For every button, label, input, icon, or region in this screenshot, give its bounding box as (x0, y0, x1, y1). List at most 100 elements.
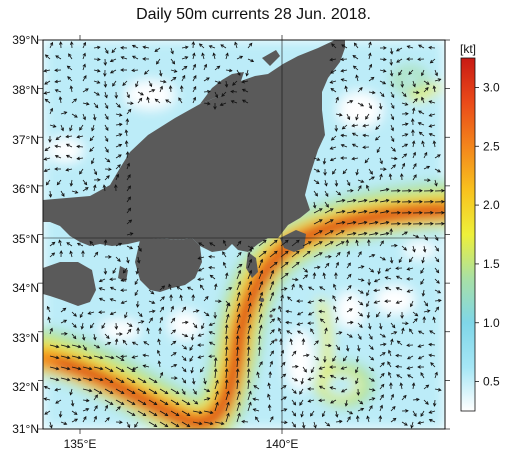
current-arrow (373, 289, 381, 292)
current-arrow-head (77, 366, 82, 371)
current-arrow (82, 388, 92, 392)
current-arrow-head (146, 327, 150, 332)
current-arrow-head (108, 167, 112, 172)
current-arrow (170, 352, 177, 357)
current-arrow (286, 310, 293, 313)
current-arrow (214, 380, 219, 390)
current-arrow-head (430, 222, 434, 226)
current-arrow (181, 344, 187, 350)
current-arrow (115, 123, 122, 126)
current-arrow-head (374, 209, 379, 214)
current-arrow-head (368, 52, 372, 57)
current-arrow (343, 355, 348, 362)
current-arrow (155, 98, 161, 104)
current-arrow-head (131, 68, 135, 73)
current-arrow-head (74, 418, 79, 422)
current-arrow-head (441, 211, 445, 215)
current-arrow (324, 219, 334, 225)
current-arrow-head (239, 55, 244, 60)
current-arrow-head (283, 396, 287, 400)
current-arrow-head (49, 107, 54, 112)
current-arrow-head (76, 144, 80, 149)
current-arrow (352, 143, 359, 148)
current-arrow (401, 322, 409, 324)
current-arrow (60, 190, 65, 197)
current-arrow (390, 164, 396, 170)
current-arrow (104, 417, 110, 423)
current-arrow-head (292, 423, 296, 428)
current-arrow-head (241, 88, 246, 93)
current-arrow-head (285, 309, 290, 314)
current-arrow-head (106, 417, 110, 421)
current-arrow (143, 365, 150, 368)
current-arrow-head (437, 169, 441, 173)
current-arrow (335, 252, 341, 258)
current-arrow-head (117, 104, 121, 108)
current-arrow-head (106, 335, 110, 339)
current-arrow-head (103, 271, 108, 275)
current-arrow-head (238, 263, 243, 268)
current-arrow (423, 166, 430, 170)
current-arrow (379, 157, 383, 164)
current-arrow-head (91, 127, 95, 132)
current-arrow-head (429, 59, 434, 64)
current-arrow-head (352, 198, 357, 203)
current-arrow (104, 175, 110, 181)
current-arrow (352, 157, 359, 160)
current-arrow (291, 351, 297, 357)
current-arrow-head (428, 113, 433, 117)
current-arrow-head (381, 352, 386, 356)
current-arrow (291, 377, 298, 382)
current-arrow-head (340, 144, 345, 148)
current-arrow (192, 86, 197, 93)
current-arrow-head (131, 55, 136, 59)
current-arrow (412, 163, 417, 170)
current-arrow-head (55, 55, 59, 59)
current-arrow-head (390, 94, 395, 99)
current-arrow (181, 321, 188, 324)
current-arrow (257, 372, 260, 379)
current-arrow-head (417, 420, 422, 425)
current-arrow (189, 355, 194, 362)
current-arrow (143, 354, 150, 357)
current-arrow-head (332, 170, 336, 175)
current-arrow (324, 344, 331, 347)
current-arrow (203, 421, 213, 425)
current-arrow (299, 388, 304, 395)
current-arrow-head (69, 127, 73, 132)
current-arrow-head (209, 242, 213, 246)
current-arrow (330, 157, 337, 161)
current-arrow-head (273, 261, 278, 266)
current-arrow (59, 97, 62, 104)
current-arrow-head (241, 99, 246, 103)
current-arrow-head (345, 347, 350, 352)
current-arrow-head (73, 324, 77, 329)
current-arrow (70, 251, 73, 258)
current-arrow-head (397, 189, 401, 193)
current-arrow (412, 398, 420, 401)
current-arrow (395, 366, 403, 368)
current-arrow-head (404, 133, 409, 137)
current-arrow-head (371, 90, 376, 95)
current-arrow-head (291, 283, 295, 288)
current-arrow (247, 248, 252, 258)
current-arrow-head (419, 189, 423, 193)
current-arrow (357, 278, 364, 281)
current-arrow (398, 69, 403, 76)
current-arrow (123, 267, 128, 274)
current-arrow-head (186, 286, 191, 290)
current-arrow-head (103, 84, 108, 88)
current-arrow (368, 405, 373, 412)
current-arrow-head (378, 325, 383, 330)
current-arrow (323, 273, 326, 280)
current-arrow-head (375, 126, 379, 131)
current-arrow-head (434, 72, 438, 77)
current-arrow (357, 333, 362, 340)
current-arrow (434, 245, 439, 252)
current-arrow-head (371, 397, 376, 401)
current-arrow (346, 251, 350, 258)
current-arrow-head (319, 208, 323, 212)
current-arrow (253, 385, 260, 390)
current-arrow-head (407, 374, 411, 378)
current-arrow-head (371, 388, 376, 392)
